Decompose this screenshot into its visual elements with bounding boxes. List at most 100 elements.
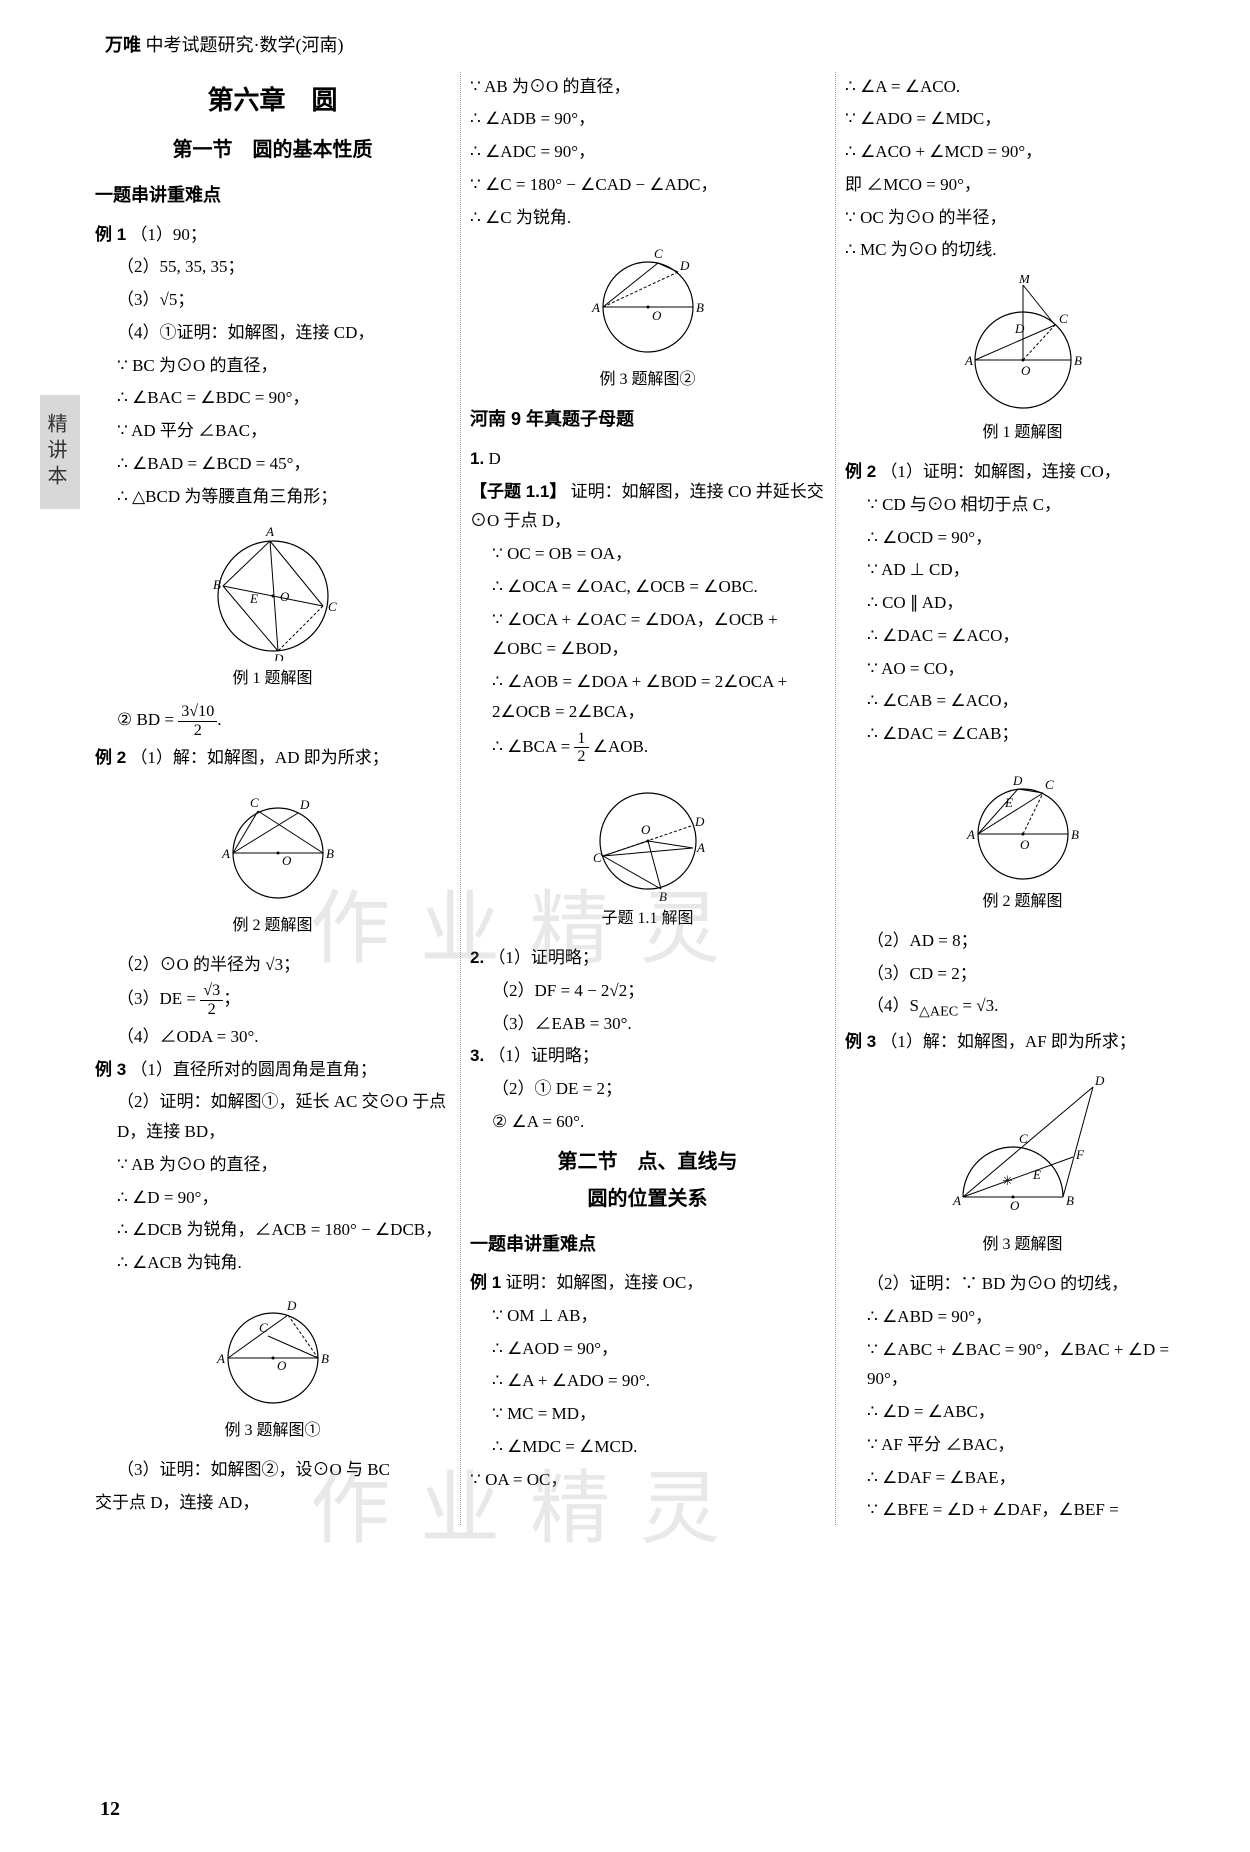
svg-text:D: D — [1012, 773, 1023, 788]
ex1-l2: ∴ ∠BAC = ∠BDC = 90°， — [95, 383, 450, 413]
ex3-c2l3: ∴ ∠ADB = 90°， — [470, 104, 825, 134]
ex3-fig2-caption: 例 3 题解图② — [470, 366, 825, 394]
ex1-line: 例 1 （1）90； — [95, 220, 450, 250]
svg-text:C: C — [259, 1320, 268, 1335]
s2-ex1-c3l1: ∵ OA = OC， — [470, 1465, 825, 1495]
s2-ex2-l1: ∵ CD 与⊙O 相切于点 C， — [845, 490, 1200, 520]
s2-ex2: 例 2 （1）证明：如解图，连接 CO， — [845, 457, 1200, 487]
sub1-figure: O C A B D 子题 1.1 解图 — [470, 776, 825, 933]
ex3-c2l6: ∴ ∠C 为锐角. — [470, 203, 825, 233]
ex1-l5: ∴ △BCD 为等腰直角三角形； — [95, 482, 450, 512]
section2-title2: 圆的位置关系 — [470, 1182, 825, 1217]
q3-p2: （2）① DE = 2； — [470, 1074, 825, 1104]
ex2-fig-caption: 例 2 题解图 — [95, 912, 450, 940]
ex2-p4: （4）∠ODA = 30°. — [95, 1022, 450, 1052]
ex3-p2: （2）证明：如解图①，延长 AC 交⊙O 于点 D，连接 BD， — [95, 1087, 450, 1147]
ex1-l3: ∵ AD 平分 ∠BAC， — [95, 416, 450, 446]
svg-text:B: B — [213, 577, 221, 592]
ex1-fig-caption: 例 1 题解图 — [95, 665, 450, 693]
svg-text:B: B — [696, 300, 704, 315]
svg-text:C: C — [1045, 777, 1054, 792]
s2-ex1-l1: ∵ OM ⊥ AB， — [470, 1301, 825, 1331]
svg-text:E: E — [1004, 795, 1013, 810]
svg-text:O: O — [277, 1358, 287, 1373]
ex1-l1: ∵ BC 为⊙O 的直径， — [95, 351, 450, 381]
svg-text:D: D — [299, 797, 310, 812]
s2-ex1-figure: O A B M C D 例 1 题解图 — [845, 275, 1200, 447]
ex3-figure1: O A B D C 例 3 题解图① — [95, 1288, 450, 1445]
svg-text:D: D — [694, 814, 705, 829]
q3-p3: ② ∠A = 60°. — [470, 1107, 825, 1137]
svg-text:A: A — [591, 300, 600, 315]
ex3-line: 例 3 （1）直径所对的圆周角是直角； — [95, 1055, 450, 1085]
book-title: 万唯 中考试题研究·数学(河南) — [105, 30, 1200, 62]
svg-text:O: O — [1020, 837, 1030, 852]
s2-ex1-c3l4: ∴ ∠ACO + ∠MCD = 90°， — [845, 137, 1200, 167]
ex2-p1: （1）解：如解图，AD 即为所求； — [130, 748, 388, 767]
s2-ex3-p2: （2）证明：∵ BD 为⊙O 的切线， — [845, 1269, 1200, 1299]
ex1-p2: （2）55, 35, 35； — [95, 252, 450, 282]
s2-ex2-l3: ∵ AD ⊥ CD， — [845, 555, 1200, 585]
ex3-c2l1: 交于点 D，连接 AD， — [95, 1488, 450, 1518]
sub1-l3: ∵ ∠OCA + ∠OAC = ∠DOA，∠OCB + ∠OBC = ∠BOD， — [470, 605, 825, 665]
svg-text:C: C — [1059, 311, 1068, 326]
s2-ex2-l5: ∴ ∠DAC = ∠ACO， — [845, 621, 1200, 651]
s2-ex1-c3l7: ∴ MC 为⊙O 的切线. — [845, 235, 1200, 265]
s2-ex1-l5: ∴ ∠MDC = ∠MCD. — [470, 1432, 825, 1462]
svg-text:A: A — [216, 1351, 225, 1366]
s2-ex1-c3l3: ∵ ∠ADO = ∠MDC， — [845, 104, 1200, 134]
svg-text:D: D — [273, 651, 284, 661]
sub1-l2: ∴ ∠OCA = ∠OAC, ∠OCB = ∠OBC. — [470, 572, 825, 602]
q2-p2: （2）DF = 4 − 2√2； — [470, 976, 825, 1006]
s2-ex3-l6: ∵ ∠BFE = ∠D + ∠DAF，∠BEF = — [845, 1495, 1200, 1525]
ex3-l4: ∴ ∠ACB 为钝角. — [95, 1248, 450, 1278]
svg-text:A: A — [696, 840, 705, 855]
svg-text:O: O — [652, 308, 662, 323]
q1: 1. D — [470, 444, 825, 474]
book-name: 中考试题研究·数学(河南) — [146, 35, 344, 55]
s2-ex2-l4: ∴ CO ∥ AD， — [845, 588, 1200, 618]
ex3-l3: ∴ ∠DCB 为锐角，∠ACB = 180° − ∠DCB， — [95, 1215, 450, 1245]
s2-ex1-l2: ∴ ∠AOD = 90°， — [470, 1334, 825, 1364]
s2-ex3-l4: ∵ AF 平分 ∠BAC， — [845, 1430, 1200, 1460]
ex2-p3: （3）DE = √32； — [95, 982, 450, 1019]
svg-text:B: B — [326, 846, 334, 861]
s2-ex1: 例 1 证明：如解图，连接 OC， — [470, 1268, 825, 1298]
s2-ex2-figure: O A B C D E 例 2 题解图 — [845, 759, 1200, 916]
svg-text:O: O — [1021, 363, 1031, 378]
ex1-label: 例 1 — [95, 225, 126, 244]
q3: 3. （1）证明略； — [470, 1041, 825, 1071]
svg-text:F: F — [1075, 1147, 1085, 1162]
s2-ex3-l2: ∵ ∠ABC + ∠BAC = 90°，∠BAC + ∠D = 90°， — [845, 1335, 1200, 1395]
ex3-l1: ∵ AB 为⊙O 的直径， — [95, 1150, 450, 1180]
svg-text:C: C — [1019, 1131, 1028, 1146]
brand: 万唯 — [105, 35, 141, 55]
sub1-l1: ∵ OC = OB = OA， — [470, 539, 825, 569]
sub1-l4: ∴ ∠AOB = ∠DOA + ∠BOD = 2∠OCA + 2∠OCB = 2… — [470, 667, 825, 727]
s2-ex2-p4: （4）S△AEC = √3. — [845, 991, 1200, 1024]
s2-ex2-l8: ∴ ∠DAC = ∠CAB； — [845, 719, 1200, 749]
svg-text:C: C — [593, 850, 602, 865]
s2-ex2-p2: （2）AD = 8； — [845, 926, 1200, 956]
sub1-title: 【子题 1.1】 证明：如解图，连接 CO 并延长交⊙O 于点 D， — [470, 477, 825, 537]
side-tab: 精讲本 — [40, 395, 80, 509]
ex3-figure2: O A B C D 例 3 题解图② — [470, 242, 825, 394]
svg-text:B: B — [1074, 353, 1082, 368]
s2-ex1-c3l5: 即 ∠MCO = 90°， — [845, 170, 1200, 200]
q2: 2. （1）证明略； — [470, 943, 825, 973]
svg-text:C: C — [250, 795, 259, 810]
svg-text:A: A — [265, 524, 274, 539]
ex3-c2l4: ∴ ∠ADC = 90°， — [470, 137, 825, 167]
svg-text:A: A — [966, 827, 975, 842]
s2-ex1-fig-caption: 例 1 题解图 — [845, 419, 1200, 447]
s2-ex3-fig-caption: 例 3 题解图 — [845, 1231, 1200, 1259]
ex1-l4: ∴ ∠BAD = ∠BCD = 45°， — [95, 449, 450, 479]
svg-text:D: D — [1014, 321, 1025, 336]
s2-ex2-l2: ∴ ∠OCD = 90°， — [845, 523, 1200, 553]
ex1-p4: （4）①证明：如解图，连接 CD， — [95, 318, 450, 348]
ex2-p2: （2）⊙O 的半径为 √3； — [95, 950, 450, 980]
ex1-p3: （3）√5； — [95, 285, 450, 315]
q2-p3: （3）∠EAB = 30°. — [470, 1009, 825, 1039]
chapter-title: 第六章 圆 — [95, 78, 450, 124]
group2-heading: 河南 9 年真题子母题 — [470, 404, 825, 436]
